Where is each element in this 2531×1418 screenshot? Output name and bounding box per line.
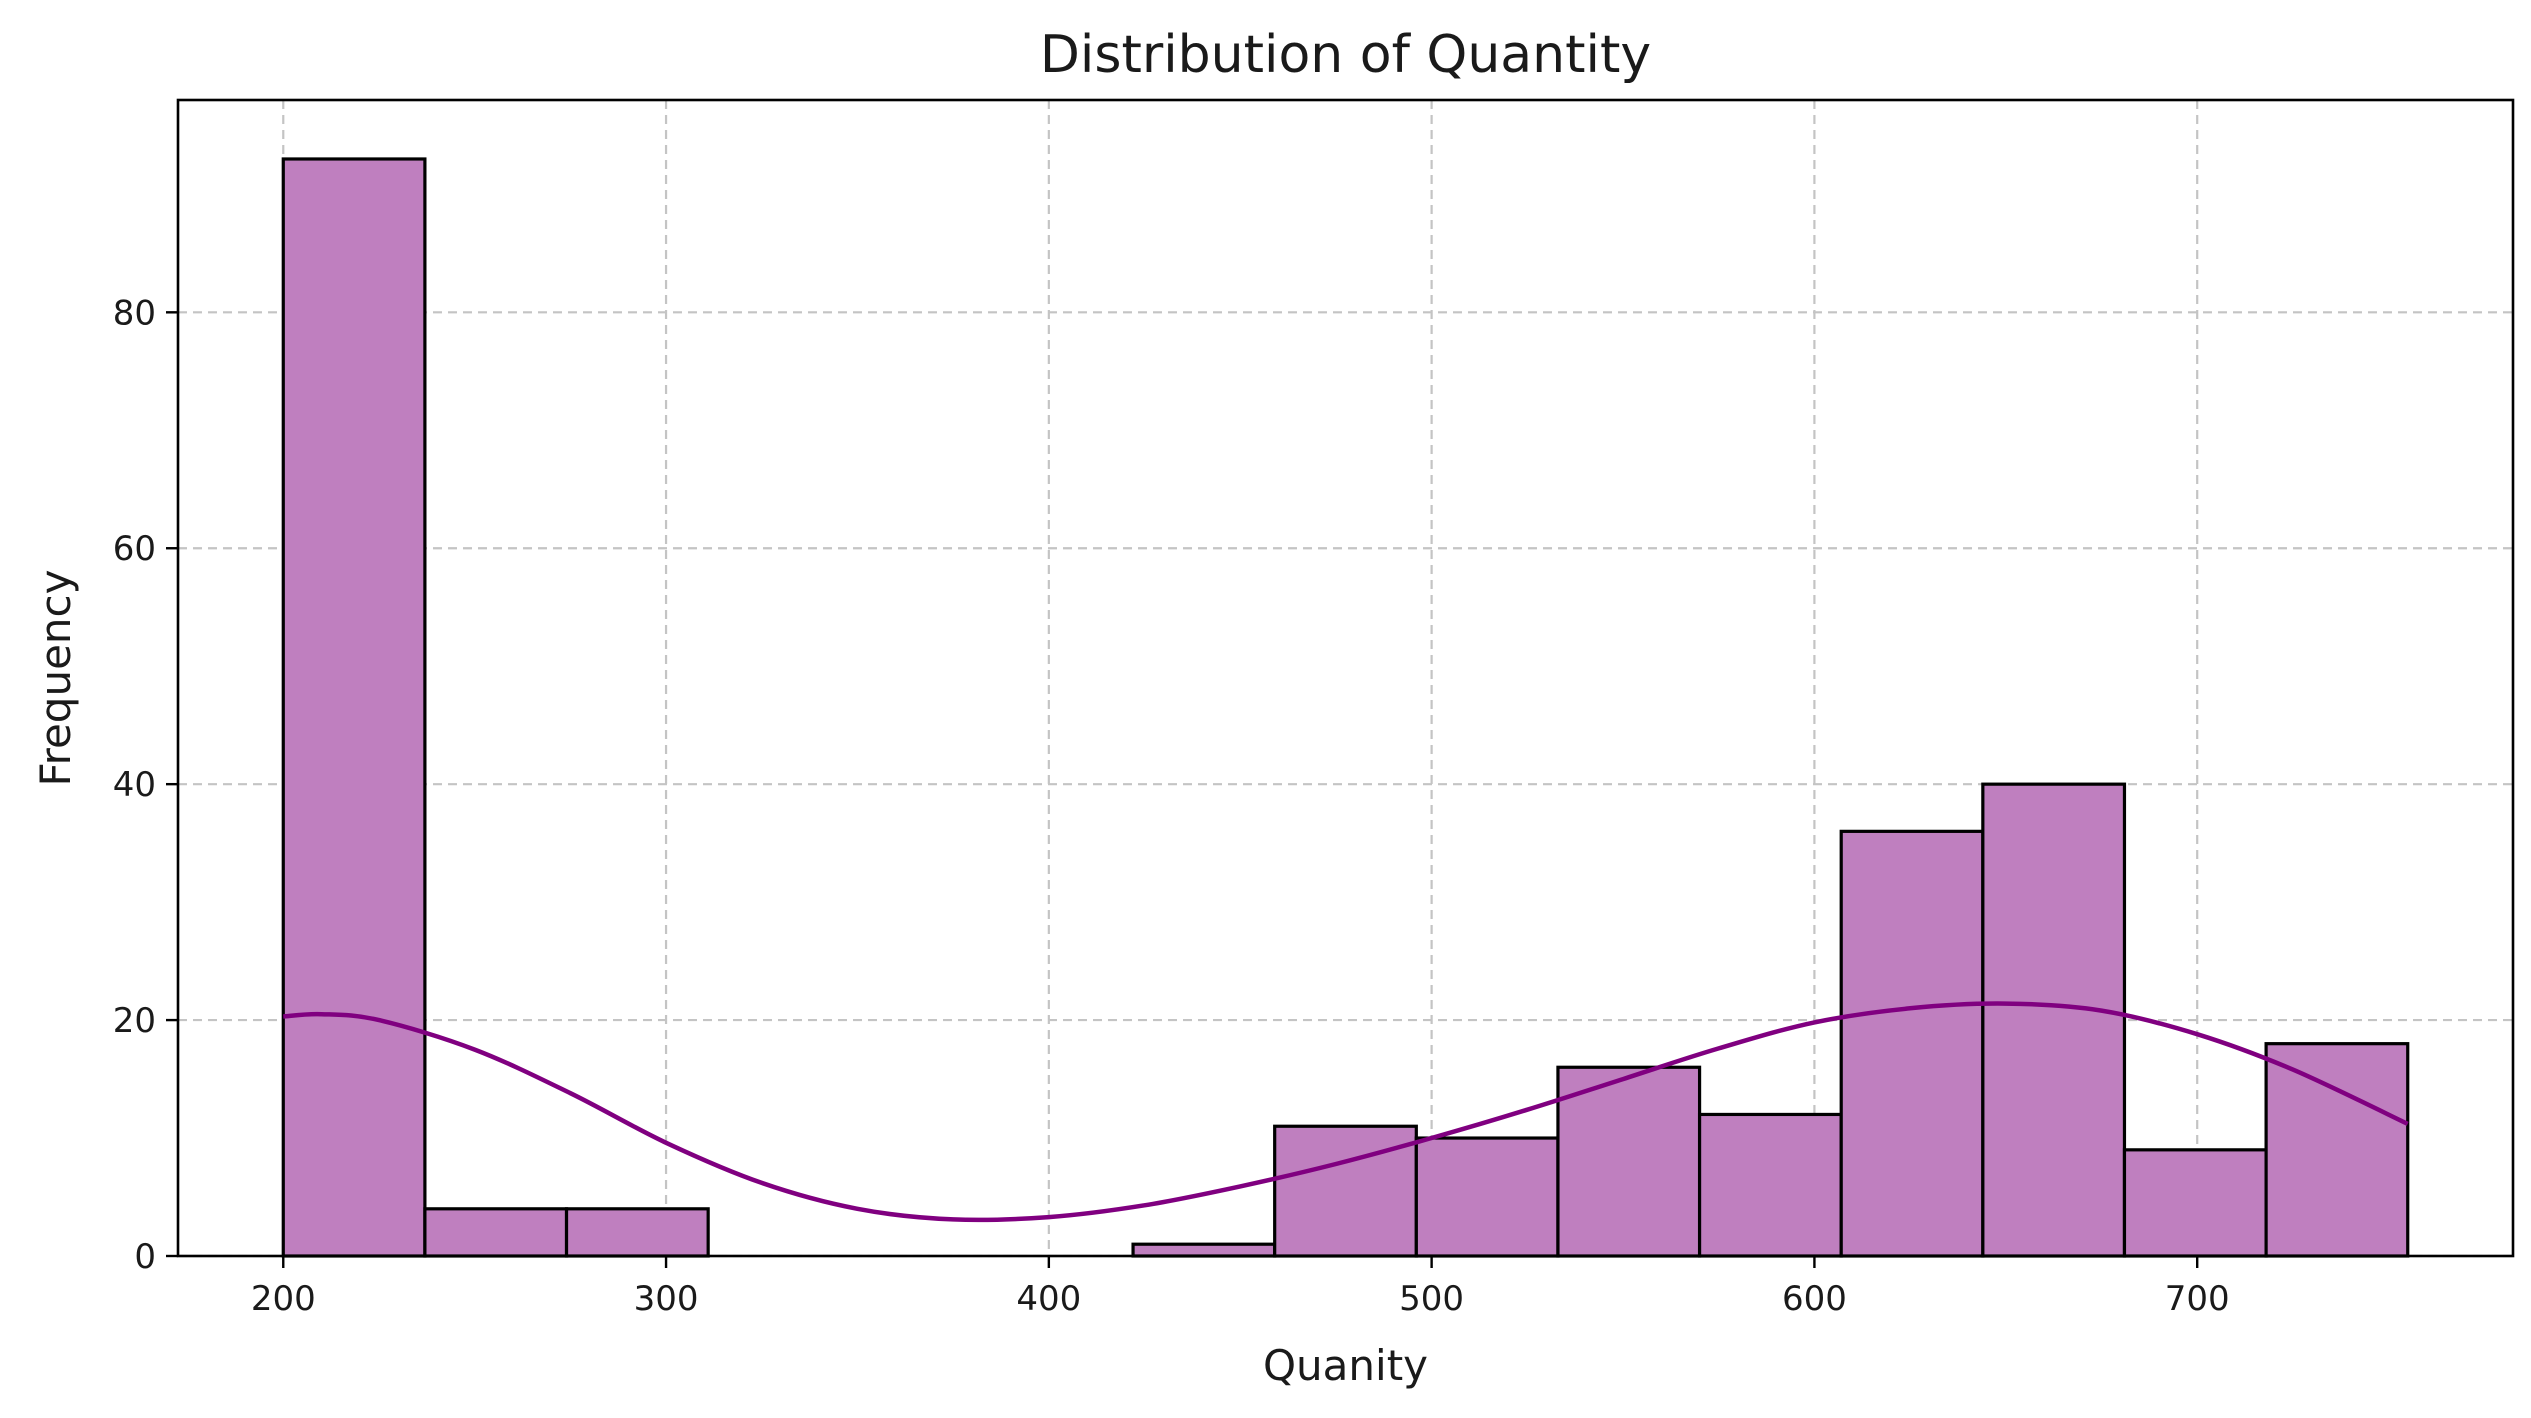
- chart-title: Distribution of Quantity: [1040, 25, 1651, 85]
- x-tick-label-2: 400: [1016, 1279, 1081, 1319]
- histogram-bar-14: [2264, 1042, 2410, 1258]
- axis-ticks: 200 300 400 500 600 700 0 20 40 60 80: [113, 293, 2230, 1319]
- histogram-bar-11: [1839, 829, 1985, 1258]
- x-tick-label-5: 700: [2165, 1279, 2230, 1319]
- y-tick-label-1: 20: [113, 1001, 156, 1041]
- histogram-bars: [281, 157, 2410, 1258]
- histogram-bar-0: [281, 157, 427, 1258]
- histogram-bar-13: [2122, 1148, 2268, 1258]
- grid-lines: [178, 100, 2513, 1258]
- kde-curve-group: [283, 1001, 2409, 1223]
- y-tick-label-4: 80: [113, 293, 156, 333]
- histogram-bar-1: [423, 1207, 569, 1258]
- histogram-bar-9: [1556, 1065, 1702, 1258]
- x-tick-label-4: 600: [1782, 1279, 1847, 1319]
- x-tick-label-3: 500: [1399, 1279, 1464, 1319]
- histogram-bar-10: [1697, 1112, 1843, 1258]
- histogram-bar-7: [1273, 1124, 1418, 1258]
- histogram-bar-12: [1981, 782, 2127, 1258]
- y-tick-label-3: 60: [113, 529, 156, 569]
- x-axis-label: Quanity: [1263, 1341, 1428, 1390]
- y-axis-label: Frequency: [31, 570, 80, 787]
- x-tick-label-1: 300: [634, 1279, 699, 1319]
- y-tick-label-2: 40: [113, 765, 156, 805]
- kde-curve: [283, 1001, 2409, 1223]
- histogram-bar-8: [1414, 1136, 1560, 1258]
- histogram-bar-6: [1131, 1242, 1277, 1258]
- y-tick-label-0: 0: [134, 1237, 156, 1277]
- plot-frame: [176, 98, 2515, 1258]
- histogram-bar-2: [564, 1207, 710, 1258]
- x-tick-label-0: 200: [251, 1279, 316, 1319]
